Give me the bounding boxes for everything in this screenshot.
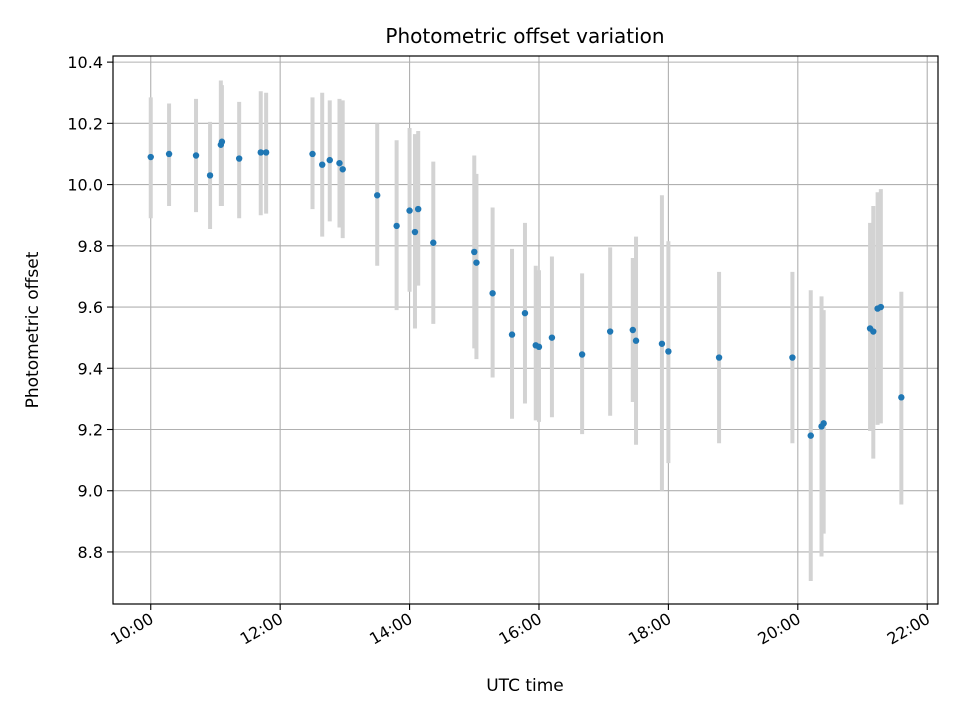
- x-tick-label: 12:00: [237, 609, 286, 649]
- x-tick-label: 16:00: [496, 609, 545, 649]
- data-point: [521, 309, 529, 317]
- data-point: [165, 150, 173, 158]
- y-axis-ticks: 8.8 9.0 9.2 9.4 9.6 9.8 10.0 10.2 10.4: [67, 53, 113, 562]
- y-tick-label: 10.0: [67, 176, 103, 195]
- data-point: [489, 290, 496, 297]
- y-tick-label: 10.4: [67, 53, 103, 72]
- chart-title: Photometric offset variation: [385, 24, 664, 48]
- data-point: [535, 343, 543, 351]
- x-axis-ticks: 10:00 12:00 14:00 16:00 18:00 20:00 22:00: [107, 604, 933, 649]
- data-point: [820, 420, 827, 427]
- x-axis-label: UTC time: [486, 676, 564, 696]
- plot-frame: [112, 55, 939, 605]
- data-point: [326, 156, 333, 164]
- data-point: [807, 432, 814, 439]
- data-point: [508, 331, 516, 338]
- data-point: [206, 172, 214, 179]
- data-point: [898, 394, 905, 401]
- data-point: [374, 192, 381, 199]
- data-point: [414, 205, 422, 213]
- data-points: [147, 138, 905, 439]
- data-point: [393, 222, 400, 230]
- data-point: [578, 351, 586, 358]
- data-point: [548, 334, 556, 341]
- data-point: [789, 354, 796, 361]
- error-bars: [148, 80, 904, 582]
- y-tick-label: 9.0: [78, 482, 103, 501]
- data-point: [715, 354, 723, 361]
- data-point: [632, 337, 640, 344]
- data-point: [406, 207, 413, 214]
- x-tick-label: 20:00: [754, 609, 803, 649]
- y-tick-label: 9.4: [78, 359, 103, 378]
- data-point: [257, 149, 264, 156]
- data-point: [471, 248, 478, 256]
- data-point: [309, 150, 316, 158]
- data-point: [411, 228, 419, 236]
- y-axis-label: Photometric offset: [23, 251, 43, 408]
- y-tick-label: 10.2: [67, 114, 103, 133]
- data-point: [870, 328, 877, 335]
- data-point: [606, 328, 614, 335]
- data-point: [319, 161, 326, 168]
- data-point: [147, 153, 154, 161]
- data-point: [262, 149, 270, 156]
- data-point: [218, 138, 226, 145]
- y-tick-label: 9.8: [78, 237, 103, 256]
- data-point: [658, 340, 666, 347]
- data-point: [336, 159, 343, 167]
- y-tick-label: 9.6: [78, 298, 103, 317]
- x-tick-label: 14:00: [366, 609, 415, 649]
- x-tick-label: 18:00: [625, 609, 674, 649]
- data-point: [665, 348, 672, 355]
- data-point: [192, 152, 200, 159]
- x-tick-label: 22:00: [884, 609, 933, 649]
- data-point: [629, 326, 637, 334]
- data-point: [339, 166, 346, 173]
- data-point: [473, 259, 480, 266]
- data-point: [430, 239, 437, 246]
- y-tick-label: 9.2: [78, 420, 103, 439]
- data-point: [877, 303, 885, 311]
- y-tick-label: 8.8: [78, 543, 103, 562]
- x-tick-label: 10:00: [107, 609, 156, 649]
- data-point: [235, 155, 243, 162]
